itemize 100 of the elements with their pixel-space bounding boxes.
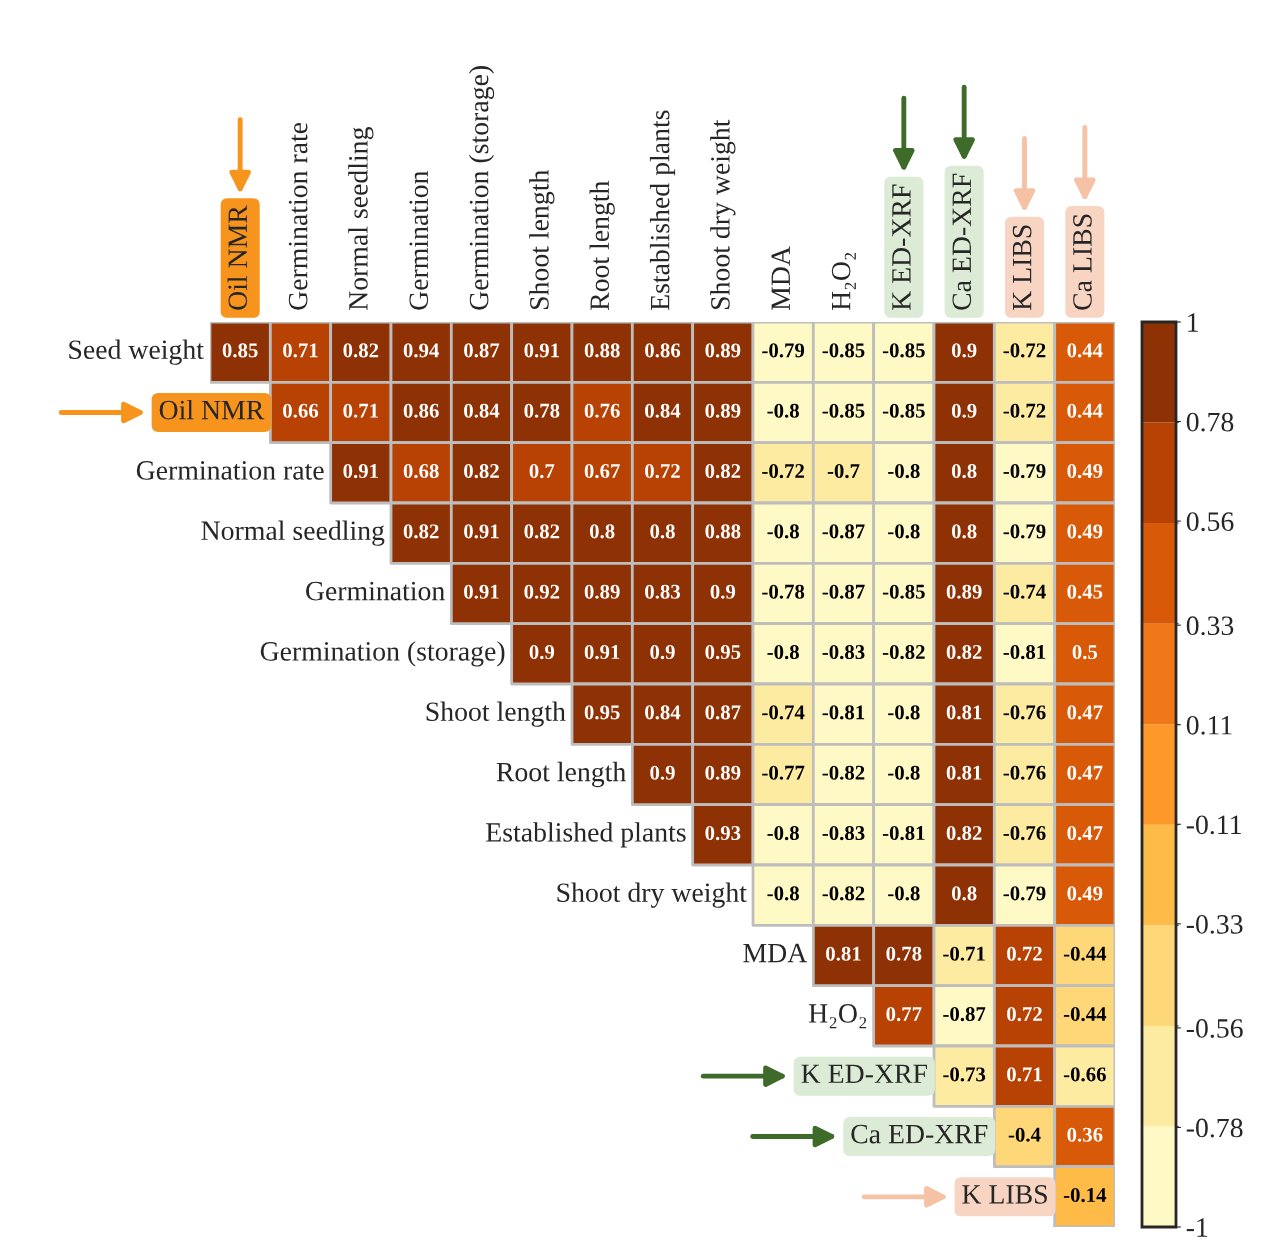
data-label: 0.49 bbox=[1067, 886, 1103, 901]
color-bar-label: -1 bbox=[1186, 1218, 1208, 1237]
data-label: -0.79 bbox=[1003, 886, 1046, 901]
data-label: 0.8 bbox=[951, 463, 977, 479]
data-label: 0.49 bbox=[1067, 463, 1103, 479]
data-label: 0.84 bbox=[464, 403, 500, 418]
data-label: 0.91 bbox=[464, 524, 499, 539]
data-label: 0.85 bbox=[222, 343, 258, 358]
data-label: 0.92 bbox=[524, 584, 560, 599]
color-bar-label: 0.78 bbox=[1186, 412, 1234, 432]
data-label: 0.94 bbox=[403, 343, 440, 358]
data-label: 0.82 bbox=[705, 463, 741, 479]
data-label: 0.89 bbox=[946, 584, 982, 599]
data-label: -0.85 bbox=[822, 403, 865, 418]
data-label: -0.82 bbox=[882, 644, 925, 660]
data-label: -0.81 bbox=[882, 825, 925, 841]
data-label: 0.9 bbox=[650, 765, 675, 780]
data-label: 0.95 bbox=[584, 705, 620, 720]
data-label: -0.8 bbox=[888, 463, 920, 479]
data-label: -0.82 bbox=[822, 886, 865, 901]
color-bar-label: -0.11 bbox=[1186, 815, 1241, 835]
data-label: 0.68 bbox=[403, 463, 439, 479]
data-label: -0.81 bbox=[1003, 644, 1046, 660]
data-label: -0.8 bbox=[767, 825, 799, 841]
data-label: -0.7 bbox=[827, 463, 860, 479]
data-label: -0.8 bbox=[888, 765, 920, 780]
data-label: 0.91 bbox=[524, 343, 559, 358]
data-label: -0.87 bbox=[822, 524, 865, 539]
data-label: -0.8 bbox=[888, 886, 920, 901]
data-label: 0.77 bbox=[886, 1006, 922, 1022]
data-label: -0.85 bbox=[882, 343, 925, 358]
data-label: -0.78 bbox=[762, 584, 805, 599]
data-label: 0.89 bbox=[705, 403, 741, 418]
data-label: 0.8 bbox=[951, 886, 977, 901]
data-label: -0.87 bbox=[822, 584, 865, 599]
data-label: 0.87 bbox=[705, 705, 741, 720]
data-label: -0.85 bbox=[882, 403, 925, 418]
data-label: 0.8 bbox=[650, 524, 675, 539]
data-label: 0.88 bbox=[705, 524, 741, 539]
data-label: -0.44 bbox=[1063, 1006, 1107, 1022]
data-label: 0.47 bbox=[1067, 765, 1103, 780]
data-label: -0.81 bbox=[822, 705, 865, 720]
x-tick-label: Ca LIBS bbox=[1073, 214, 1092, 310]
data-label: 0.78 bbox=[886, 946, 922, 961]
data-label: -0.4 bbox=[1008, 1127, 1041, 1142]
data-label: 0.76 bbox=[584, 403, 620, 418]
data-label: -0.74 bbox=[762, 705, 805, 720]
data-label: -0.8 bbox=[767, 644, 799, 660]
data-label: -0.85 bbox=[822, 343, 865, 358]
data-label: -0.73 bbox=[943, 1067, 986, 1082]
data-label: 0.91 bbox=[584, 644, 620, 660]
data-label: 0.71 bbox=[283, 343, 318, 358]
data-label: -0.79 bbox=[1003, 463, 1046, 479]
data-label: 0.47 bbox=[1067, 825, 1103, 841]
data-label: -0.79 bbox=[762, 343, 805, 358]
data-label: 0.9 bbox=[529, 644, 555, 660]
data-label: -0.85 bbox=[882, 584, 925, 599]
data-label: 0.8 bbox=[589, 524, 615, 539]
data-label: 0.95 bbox=[705, 644, 741, 660]
data-label: 0.44 bbox=[1067, 343, 1103, 358]
color-bar-label: -0.78 bbox=[1186, 1118, 1243, 1138]
data-label: 0.86 bbox=[403, 403, 439, 418]
data-label: -0.76 bbox=[1003, 705, 1046, 720]
data-label: -0.76 bbox=[1003, 825, 1046, 841]
data-label: 0.91 bbox=[343, 463, 378, 479]
data-label: 0.89 bbox=[584, 584, 620, 599]
data-label: 0.81 bbox=[826, 946, 861, 961]
data-label: 0.82 bbox=[464, 463, 499, 479]
data-label: 0.67 bbox=[584, 463, 620, 479]
data-label: 0.87 bbox=[464, 343, 500, 358]
data-label: 0.82 bbox=[946, 644, 982, 660]
data-label: 0.82 bbox=[343, 343, 379, 358]
color-bar-label: 0.11 bbox=[1186, 715, 1232, 735]
data-label: 0.81 bbox=[946, 705, 982, 720]
data-label: -0.76 bbox=[1003, 765, 1046, 780]
data-label: -0.14 bbox=[1063, 1187, 1107, 1203]
color-bar-label: -0.33 bbox=[1186, 914, 1243, 934]
data-label: 0.91 bbox=[464, 584, 499, 599]
data-label: -0.79 bbox=[1003, 524, 1046, 539]
data-label: 0.7 bbox=[529, 463, 555, 479]
data-label: 0.82 bbox=[946, 825, 982, 841]
data-label: 0.9 bbox=[650, 644, 675, 660]
data-label: -0.74 bbox=[1003, 584, 1046, 599]
data-label: -0.77 bbox=[762, 765, 805, 780]
data-label: -0.8 bbox=[767, 403, 799, 418]
data-label: 0.82 bbox=[403, 524, 439, 539]
data-label: 0.45 bbox=[1067, 584, 1103, 599]
data-label: -0.8 bbox=[767, 524, 799, 539]
data-label: 0.83 bbox=[645, 584, 681, 599]
data-label: -0.72 bbox=[762, 463, 804, 479]
data-label: 0.49 bbox=[1067, 524, 1103, 539]
data-label: 0.47 bbox=[1067, 705, 1103, 720]
data-label: -0.8 bbox=[888, 705, 920, 720]
data-label: 0.72 bbox=[1007, 1006, 1042, 1022]
data-label: 0.86 bbox=[645, 343, 681, 358]
data-label: -0.72 bbox=[1003, 343, 1046, 358]
data-label: 0.71 bbox=[343, 403, 378, 418]
data-label: 0.71 bbox=[1007, 1067, 1042, 1082]
data-label: -0.71 bbox=[943, 946, 985, 961]
data-label: 0.5 bbox=[1072, 644, 1098, 660]
